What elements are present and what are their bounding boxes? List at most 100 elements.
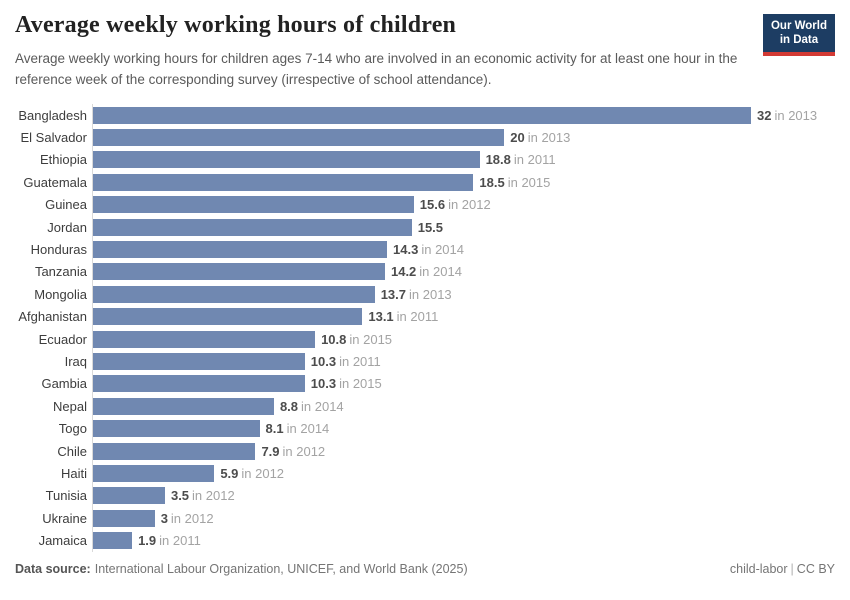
chart-row: El Salvador 20 in 2013 <box>15 126 850 149</box>
country-label[interactable]: Jamaica <box>38 533 87 549</box>
value-label: 8.1 in 2014 <box>266 421 330 436</box>
bar[interactable] <box>93 129 505 147</box>
value-number: 18.8 <box>485 152 511 168</box>
value-number: 10.8 <box>321 331 347 347</box>
chart-row: Ethiopia 18.8 in 2011 <box>15 148 850 172</box>
country-label[interactable]: Iraq <box>64 353 87 369</box>
bar[interactable] <box>93 397 274 415</box>
country-label[interactable]: Ecuador <box>38 331 87 347</box>
value-year: in 2015 <box>507 174 551 190</box>
value-number: 10.3 <box>310 353 337 369</box>
bar-area: 20 in 2013 <box>92 126 850 149</box>
country-label[interactable]: Tunisia <box>45 488 87 504</box>
bar[interactable] <box>93 375 305 393</box>
bar[interactable] <box>93 308 363 326</box>
bar[interactable] <box>93 330 316 348</box>
bar-area: 13.1 in 2011 <box>92 305 850 328</box>
chart-row: Chile 7.9 in 2012 <box>15 439 850 463</box>
country-label[interactable]: Gambia <box>41 376 87 392</box>
bar[interactable] <box>93 241 388 259</box>
license-link[interactable]: CC BY <box>796 562 835 576</box>
bar[interactable] <box>93 532 133 550</box>
bar[interactable] <box>93 442 256 460</box>
chart-row: Jordan 15.5 <box>15 215 850 239</box>
page-title: Average weekly working hours of children <box>15 12 457 38</box>
value-number: 8.1 <box>265 421 284 437</box>
country-label[interactable]: Mongolia <box>34 286 87 302</box>
country-label[interactable]: Honduras <box>30 242 87 258</box>
value-number: 13.7 <box>380 286 407 302</box>
country-label[interactable]: Haiti <box>60 465 87 481</box>
country-label[interactable]: Afghanistan <box>18 309 87 325</box>
country-label[interactable]: Togo <box>58 421 87 437</box>
country-label[interactable]: Chile <box>57 443 87 459</box>
bar[interactable] <box>93 218 412 236</box>
bar-area: 32 in 2013 <box>92 104 850 127</box>
value-number: 14.2 <box>390 264 417 280</box>
bar-chart: Bangladesh 32 in 2013 El Salvador 20 in 2013 E… <box>15 104 850 552</box>
bar[interactable] <box>93 196 414 214</box>
chart-subtitle: Average weekly working hours for childre… <box>15 51 738 87</box>
chart-row: Haiti 5.9 in 2012 <box>15 462 850 485</box>
chart-slug-link[interactable]: child-labor <box>729 562 788 576</box>
country-label[interactable]: Nepal <box>53 398 87 414</box>
data-source-text: International Labour Organization, UNICE… <box>94 562 468 576</box>
value-label: 10.3 in 2011 <box>311 354 381 369</box>
footer-rights: child-labor | CC BY <box>730 562 835 576</box>
value-year: in 2015 <box>349 331 393 347</box>
chart-row: Honduras 14.3 in 2014 <box>15 238 850 261</box>
bar-area: 8.1 in 2014 <box>92 417 850 440</box>
value-year: in 2012 <box>192 488 235 504</box>
bar-area: 3.5 in 2012 <box>92 484 850 508</box>
value-year: in 2013 <box>774 107 818 123</box>
value-number: 32 <box>757 107 772 123</box>
bar-area: 10.3 in 2015 <box>92 372 850 396</box>
value-number: 10.3 <box>310 376 337 392</box>
value-number: 20 <box>510 130 525 146</box>
value-year: in 2012 <box>170 510 214 526</box>
bar[interactable] <box>93 151 480 169</box>
value-year: in 2012 <box>241 465 285 481</box>
bar[interactable] <box>93 464 215 482</box>
value-number: 14.3 <box>393 242 419 258</box>
country-label[interactable]: Ethiopia <box>40 152 87 168</box>
bar[interactable] <box>93 509 155 527</box>
bar[interactable] <box>93 106 751 124</box>
bar[interactable] <box>93 173 474 191</box>
bar[interactable] <box>93 263 385 281</box>
value-label: 8.8 in 2014 <box>280 399 344 414</box>
chart-row: Ecuador 10.8 in 2015 <box>15 327 850 351</box>
bar-area: 18.8 in 2011 <box>92 148 850 172</box>
chart-row: Tunisia 3.5 in 2012 <box>15 484 850 508</box>
country-label[interactable]: Ukraine <box>42 510 87 526</box>
data-source: Data source: International Labour Organiz… <box>15 562 468 576</box>
owid-logo[interactable]: Our World in Data <box>762 14 835 56</box>
chart-row: Mongolia 13.7 in 2013 <box>15 283 850 306</box>
country-label[interactable]: Bangladesh <box>18 107 87 123</box>
value-year: in 2013 <box>409 286 452 302</box>
bar-area: 14.2 in 2014 <box>92 260 850 284</box>
value-number: 1.9 <box>138 533 157 549</box>
value-label: 3 in 2012 <box>161 511 214 526</box>
bar[interactable] <box>93 352 305 370</box>
country-label[interactable]: Guatemala <box>23 174 87 190</box>
bar[interactable] <box>93 487 165 505</box>
bar-area: 10.8 in 2015 <box>92 327 850 351</box>
value-label: 7.9 in 2012 <box>261 444 325 459</box>
value-label: 1.9 in 2011 <box>138 533 201 548</box>
country-label[interactable]: Tanzania <box>34 264 87 280</box>
value-number: 18.5 <box>479 174 505 190</box>
value-year: in 2011 <box>513 152 556 168</box>
country-label[interactable]: Jordan <box>47 219 87 235</box>
bar[interactable] <box>93 285 375 303</box>
bar[interactable] <box>93 420 260 438</box>
value-year: in 2014 <box>419 264 462 280</box>
value-year: in 2014 <box>301 398 344 414</box>
bar-area: 15.6 in 2012 <box>92 193 850 216</box>
country-label[interactable]: Guinea <box>45 197 87 213</box>
country-label[interactable]: El Salvador <box>20 130 87 146</box>
value-year: in 2011 <box>396 309 439 325</box>
bar-area: 18.5 in 2015 <box>92 171 850 194</box>
value-year: in 2015 <box>339 376 382 392</box>
value-number: 8.8 <box>279 398 299 414</box>
